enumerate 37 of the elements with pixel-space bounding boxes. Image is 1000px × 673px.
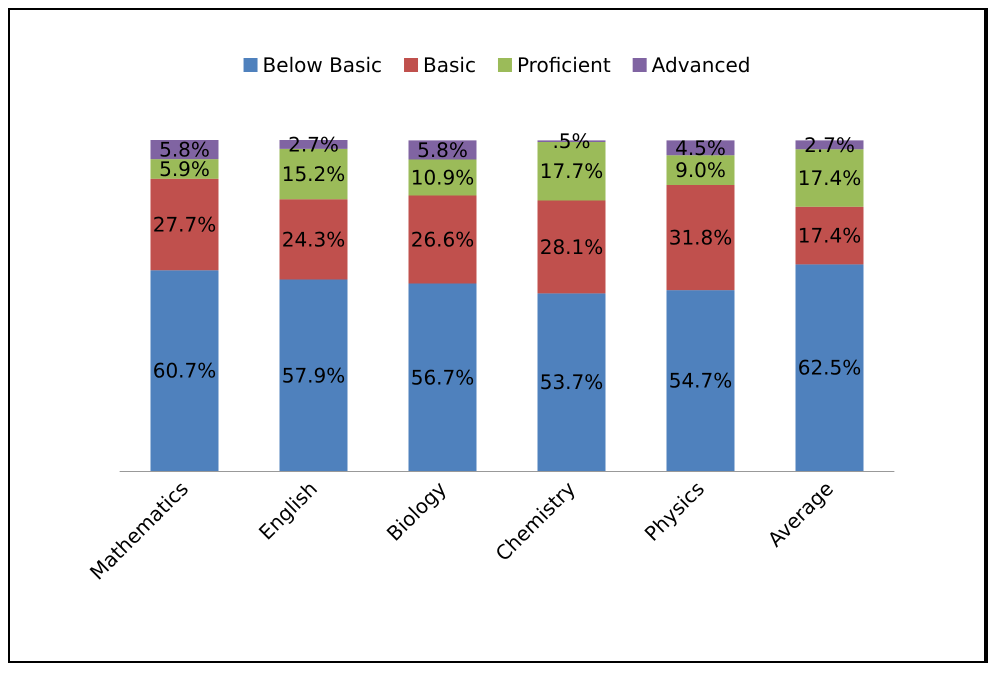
bar [408,196,476,284]
data-label: 9.0% [675,158,726,182]
bar [408,284,476,471]
legend-label: Proficient [516,53,611,77]
bar [666,184,734,290]
bar [280,280,348,471]
bar [796,264,864,471]
bar [796,206,864,264]
data-label: 17.4% [798,224,862,248]
data-label: 62.5% [798,356,862,380]
data-label: 5.8% [417,138,468,162]
data-label: 17.4% [798,166,862,190]
data-label: 15.2% [282,162,346,186]
data-label: 17.7% [540,159,604,184]
bar [150,270,218,471]
data-label: 2.7% [804,132,855,157]
legend-label: Basic [423,53,476,77]
data-label: 27.7% [152,212,216,236]
legend-label: Below Basic [262,53,382,77]
bar [280,199,348,280]
data-label: 56.7% [410,365,474,390]
bar [666,290,734,471]
bar [150,178,218,270]
data-label: 60.7% [152,358,216,383]
bar [538,293,606,471]
data-label: 2.7% [288,132,339,156]
data-label: 57.9% [282,363,346,388]
legend-label: Advanced [652,53,750,77]
data-label: 26.6% [410,228,474,252]
data-label: 24.3% [282,227,346,252]
data-label: 28.1% [540,234,604,259]
data-label: 31.8% [668,226,732,250]
data-label: 53.7% [540,370,604,394]
data-label: 10.9% [410,166,474,190]
bar [538,200,606,294]
data-label: 54.7% [668,368,732,393]
data-label: 4.5% [675,136,726,160]
